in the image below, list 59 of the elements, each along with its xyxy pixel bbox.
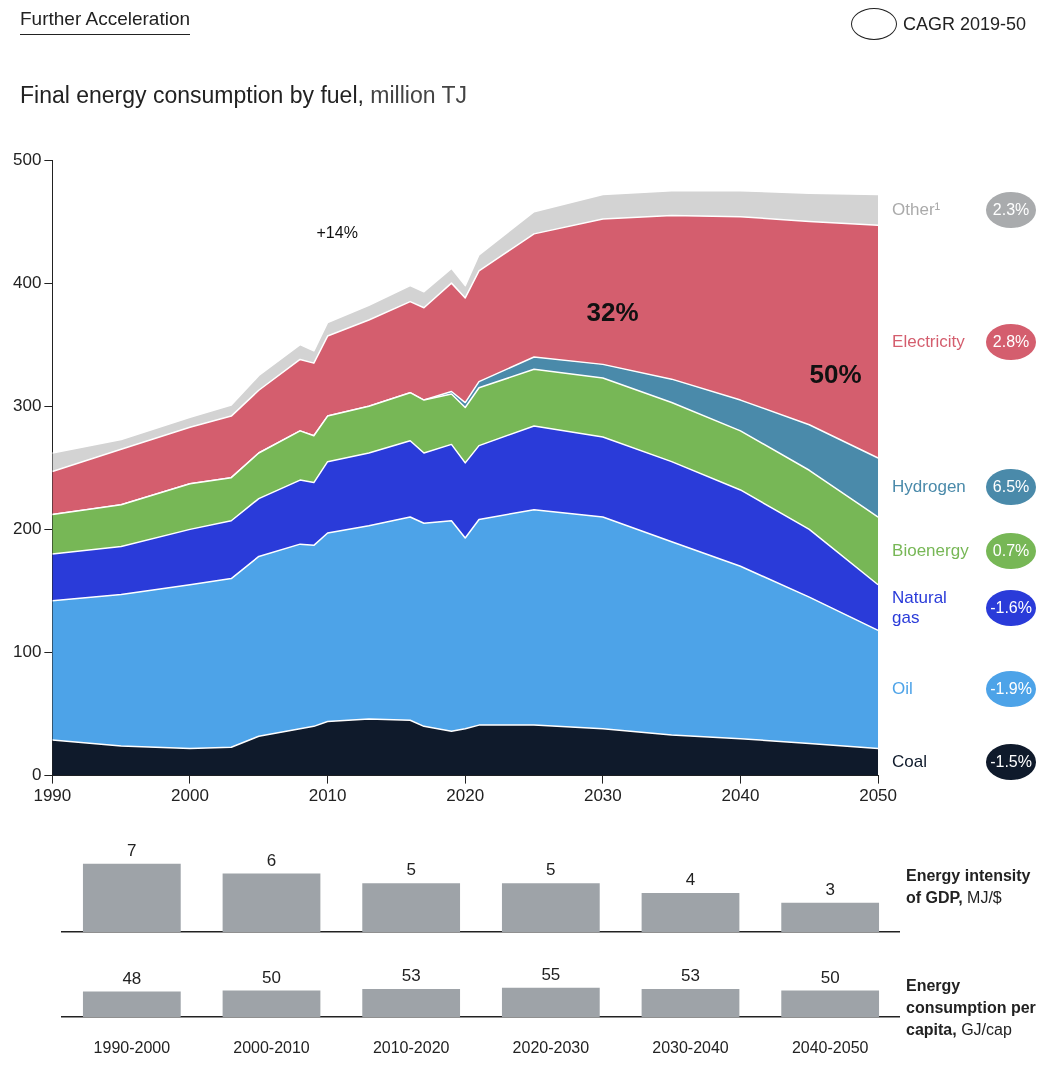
annotation: 32% bbox=[586, 297, 639, 328]
series-label: Oil bbox=[892, 679, 914, 700]
data-label: 50 bbox=[262, 967, 281, 987]
annotation: +14% bbox=[316, 224, 358, 242]
bar bbox=[781, 902, 880, 932]
text: 6.5% bbox=[986, 469, 1037, 506]
series-label: Coal bbox=[892, 752, 929, 773]
y-tick-label: 0 bbox=[31, 765, 42, 785]
text: Energy consumption per capita, GJ/cap bbox=[906, 977, 1036, 1038]
bar bbox=[362, 883, 461, 932]
data-label: 5 bbox=[406, 860, 416, 880]
legend-label: Hydrogen bbox=[892, 477, 967, 498]
series-label: Other¹ bbox=[892, 199, 942, 220]
chart-subtitle: Final energy consumption by fuel, million TJ bbox=[20, 82, 468, 108]
data-label: 53 bbox=[681, 966, 700, 986]
data-label: 4 bbox=[685, 870, 696, 890]
legend-label: Bioenergy bbox=[892, 540, 970, 561]
legend-label: Electricity bbox=[892, 331, 966, 352]
x-tick-label: 2030-2040 bbox=[652, 1039, 729, 1057]
annotation: 50% bbox=[809, 358, 862, 389]
text: 0.7% bbox=[986, 532, 1037, 569]
bar bbox=[82, 863, 181, 932]
chart-title: Further Acceleration bbox=[20, 8, 191, 35]
text: -1.9% bbox=[986, 671, 1037, 708]
y-tick-label: 300 bbox=[12, 395, 42, 415]
bar bbox=[641, 893, 740, 932]
y-tick-label: 400 bbox=[12, 272, 42, 292]
legend-label: Natural gas bbox=[892, 587, 948, 628]
x-tick-label: 2040-2050 bbox=[791, 1039, 869, 1057]
text: 2.8% bbox=[986, 323, 1037, 360]
data-label: 7 bbox=[127, 840, 137, 860]
data-label: 6 bbox=[266, 850, 277, 870]
text: -1.6% bbox=[986, 589, 1037, 626]
bar bbox=[222, 873, 321, 932]
x-tick-label: 2000-2010 bbox=[233, 1039, 310, 1057]
bar bbox=[501, 883, 600, 932]
text: 2.3% bbox=[986, 191, 1037, 228]
y-tick-label: 100 bbox=[12, 642, 42, 662]
text: -1.5% bbox=[986, 744, 1037, 781]
data-label: 50 bbox=[820, 967, 840, 987]
data-label: 3 bbox=[825, 879, 835, 899]
legend-title: CAGR 2019-50 bbox=[902, 13, 1026, 35]
data-label: 5 bbox=[546, 860, 556, 880]
x-tick-label: 2020-2030 bbox=[512, 1039, 590, 1057]
x-tick-label: 2050 bbox=[859, 786, 897, 806]
x-tick-label: 2020 bbox=[446, 786, 485, 806]
x-tick-label: 2030 bbox=[583, 786, 622, 806]
y-tick-label: 200 bbox=[12, 519, 42, 539]
x-tick-label: 1990-2000 bbox=[93, 1039, 171, 1057]
x-tick-label: 2010 bbox=[308, 786, 347, 806]
data-label: 48 bbox=[122, 968, 142, 988]
x-tick-label: 2010-2020 bbox=[372, 1039, 450, 1057]
text: Energy intensity of GDP, MJ/$ bbox=[906, 867, 1031, 906]
x-tick-label: 1990 bbox=[33, 786, 72, 806]
data-label: 53 bbox=[401, 966, 421, 986]
x-tick-label: 2000 bbox=[171, 786, 209, 806]
x-tick-label: 2040 bbox=[721, 786, 760, 806]
y-tick-label: 500 bbox=[12, 149, 42, 169]
data-label: 55 bbox=[541, 965, 561, 985]
